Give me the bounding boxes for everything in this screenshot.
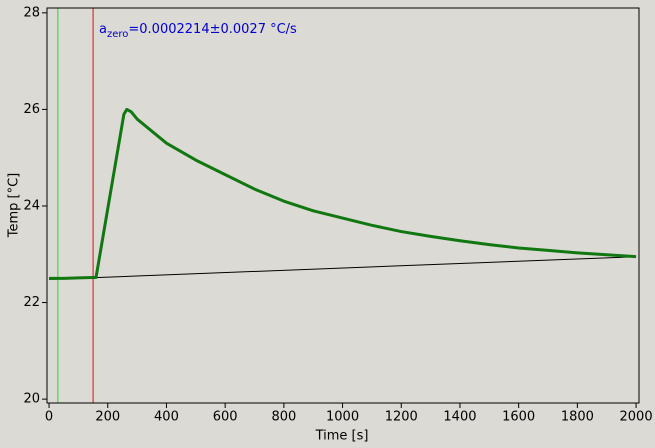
x-tick-label: 1200: [385, 410, 418, 425]
x-tick-label: 1000: [326, 410, 359, 425]
y-tick-label: 24: [23, 198, 40, 213]
y-tick-label: 26: [23, 102, 40, 117]
annotation-subscript: zero: [107, 29, 128, 40]
y-tick-label: 20: [23, 392, 40, 407]
plot-area: [47, 8, 639, 403]
x-tick-label: 800: [271, 410, 296, 425]
x-axis-label: Time [s]: [315, 429, 369, 444]
y-tick-label: 22: [23, 295, 40, 310]
y-tick-label: 28: [23, 5, 40, 20]
x-tick-label: 1800: [561, 410, 594, 425]
annotation-prefix: a: [99, 22, 107, 37]
series-line: [49, 107, 637, 280]
plot-frame: [46, 7, 640, 404]
x-tick-label: 400: [154, 410, 179, 425]
x-tick-label: 600: [213, 410, 238, 425]
x-tick-label: 2000: [620, 410, 653, 425]
annotation: azero=0.0002214±0.0027 °C/s: [99, 22, 297, 41]
x-tick-label: 200: [95, 410, 120, 425]
x-tick-label: 1600: [502, 410, 535, 425]
series-line: [49, 256, 637, 280]
x-tick-label: 0: [45, 410, 53, 425]
annotation-text: =0.0002214±0.0027 °C/s: [128, 22, 297, 37]
x-tick-label: 1400: [443, 410, 476, 425]
y-axis-label: Temp [°C]: [7, 173, 22, 239]
